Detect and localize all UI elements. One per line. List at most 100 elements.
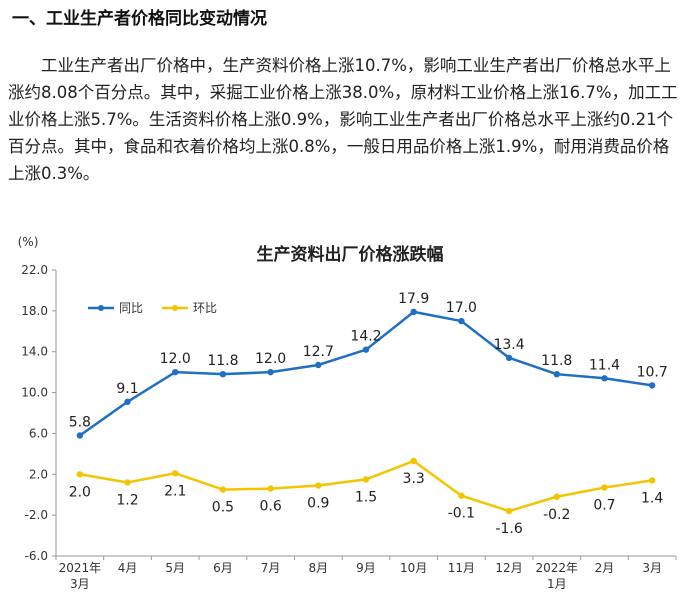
- y-axis-unit: (%): [18, 235, 39, 249]
- data-label: 11.8: [207, 353, 238, 369]
- data-point: [601, 484, 608, 491]
- section-heading: 一、工业生产者价格同比变动情况: [12, 9, 267, 29]
- x-tick-label: 2021年 3月: [59, 561, 102, 591]
- x-tick-label-line: 3月: [70, 577, 90, 591]
- data-label: -0.2: [543, 507, 570, 523]
- data-label: 11.8: [541, 353, 572, 369]
- x-tick-label-line: 3月: [642, 561, 662, 575]
- x-tick-label: 5月: [165, 561, 185, 575]
- data-label: 0.5: [212, 500, 234, 516]
- section-paragraph: 工业生产者出厂价格中，生产资料价格上涨10.7%，影响工业生产者出厂价格总水平上…: [8, 52, 682, 187]
- paragraph-text: 工业生产者出厂价格中，生产资料价格上涨10.7%，影响工业生产者出厂价格总水平上…: [8, 56, 678, 183]
- data-point: [362, 346, 370, 353]
- data-label: 12.0: [255, 351, 286, 367]
- data-label: 10.7: [637, 364, 668, 380]
- data-point: [124, 398, 131, 405]
- data-point: [505, 354, 513, 362]
- y-tick-label: 18.0: [21, 304, 48, 318]
- data-label: 2.0: [69, 484, 91, 500]
- data-label: 17.0: [446, 300, 477, 316]
- series-lines: [76, 308, 656, 515]
- data-point: [553, 493, 560, 500]
- y-tick-label: -2.0: [25, 508, 48, 522]
- data-point: [315, 482, 322, 489]
- data-label: 11.4: [589, 357, 620, 373]
- x-tick-label: 10月: [400, 561, 427, 575]
- data-point: [267, 368, 274, 376]
- data-label: 0.7: [593, 498, 615, 514]
- x-tick-label-line: 6月: [213, 561, 233, 575]
- x-tick-label: 11月: [448, 561, 475, 575]
- legend-swatch-marker: [172, 305, 178, 311]
- x-tick-label-line: 12月: [495, 561, 522, 575]
- y-tick-label: 10.0: [21, 386, 48, 400]
- chart-title: 生产资料出厂价格涨跌幅: [257, 244, 444, 265]
- x-tick-label: 12月: [495, 561, 522, 575]
- x-tick-label-line: 8月: [308, 561, 328, 575]
- data-label: 5.8: [69, 414, 91, 430]
- data-label: 1.5: [355, 489, 377, 505]
- data-label: 17.9: [398, 291, 429, 307]
- x-tick-label-line: 10月: [400, 561, 427, 575]
- data-labels: 5.8 9.1 12.0 11.8 12.0 12.7 14.2 17.9 17.0 13.4 11…: [69, 291, 668, 537]
- y-tick-label: 22.0: [21, 263, 48, 277]
- y-tick-label: -6.0: [25, 549, 48, 563]
- data-point: [505, 507, 513, 515]
- x-tick-label-line: 11月: [448, 561, 475, 575]
- x-tick-label-line: 2月: [595, 561, 615, 575]
- data-label: 2.1: [164, 483, 186, 499]
- x-tick-label: 7月: [261, 561, 281, 575]
- x-tick-label-line: 9月: [356, 561, 376, 575]
- data-point: [458, 317, 465, 325]
- x-tick-label-line: 1月: [547, 577, 567, 591]
- data-point: [601, 375, 608, 382]
- data-point: [458, 492, 465, 499]
- data-point: [315, 361, 322, 369]
- data-label: 1.4: [641, 490, 663, 506]
- x-tick-label: 2022年 1月: [535, 561, 578, 591]
- data-point: [362, 476, 370, 483]
- data-point: [648, 382, 656, 389]
- data-label: 3.3: [403, 471, 425, 487]
- y-tick-label: 14.0: [21, 345, 48, 359]
- data-label: 14.2: [350, 329, 381, 345]
- data-label: 12.0: [160, 351, 191, 367]
- data-point: [219, 486, 227, 493]
- x-tick-label: 8月: [308, 561, 328, 575]
- legend-swatch-marker: [98, 305, 104, 311]
- x-tick-label-line: 2021年: [59, 561, 102, 575]
- data-point: [410, 308, 417, 316]
- data-point: [267, 485, 274, 492]
- legend-label: 同比: [119, 301, 143, 315]
- x-tick-label-line: 5月: [165, 561, 185, 575]
- data-label: 9.1: [116, 381, 138, 397]
- data-label: 1.2: [116, 492, 138, 508]
- y-tick-label: 6.0: [29, 426, 48, 440]
- chart-legend: 同比 环比: [88, 301, 217, 315]
- x-tick-label: 9月: [356, 561, 376, 575]
- legend-label: 环比: [193, 301, 217, 315]
- data-point: [76, 432, 84, 439]
- data-point: [172, 470, 179, 477]
- x-tick-label-line: 2022年: [535, 561, 578, 575]
- x-tick-label: 4月: [118, 561, 138, 575]
- data-point: [172, 368, 179, 376]
- data-label: 0.6: [259, 499, 281, 515]
- data-label: -1.6: [495, 521, 522, 537]
- data-point: [410, 457, 417, 465]
- data-point: [76, 471, 84, 478]
- chart-axes: 22.0 18.0 14.0 10.0 6.0 2.0 -2.0 -6.0 2021年 3月 4月 5…: [21, 263, 677, 591]
- data-point: [648, 477, 656, 484]
- data-point: [124, 479, 131, 486]
- data-label: 0.9: [307, 496, 329, 512]
- data-point: [219, 370, 227, 378]
- data-label: -0.1: [448, 506, 475, 522]
- x-tick-label: 3月: [642, 561, 662, 575]
- x-tick-label: 6月: [213, 561, 233, 575]
- x-tick-label-line: 7月: [261, 561, 281, 575]
- y-tick-label: 2.0: [29, 467, 48, 481]
- data-label: 13.4: [493, 337, 524, 353]
- data-label: 12.7: [303, 344, 334, 360]
- price-change-chart: 生产资料出厂价格涨跌幅 (%) 22.0 18.0 14.0 10.0 6.0 2.0 -2…: [18, 235, 677, 591]
- x-tick-label-line: 4月: [118, 561, 138, 575]
